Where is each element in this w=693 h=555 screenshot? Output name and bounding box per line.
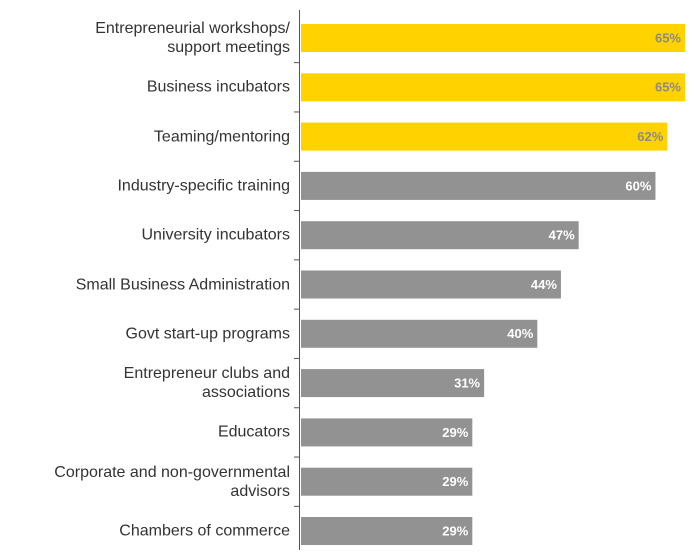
value-label: 44% [531,277,557,292]
bar [301,369,485,398]
category-label: Industry-specific training [117,177,290,195]
bar [301,467,473,496]
category-label: Teaming/mentoring [153,128,290,146]
value-label: 29% [442,523,468,538]
category-label: Entrepreneur clubs and associations [123,365,290,402]
bar [301,122,668,151]
category-label: Business incubators [146,78,290,96]
value-label: 40% [507,326,533,341]
bar [301,319,538,348]
value-label: 31% [454,376,480,391]
value-label: 65% [655,80,681,95]
value-label: 29% [442,474,468,489]
category-label: Entrepreneurial workshops/ support meeti… [95,20,290,56]
value-label: 47% [549,228,575,243]
category-label: Chambers of commerce [119,522,290,540]
category-label: University incubators [141,226,291,244]
bar [301,24,685,52]
category-label: Corporate and non-governmental advisors [54,463,290,500]
value-label: 62% [637,129,663,144]
category-label: Govt start-up programs [125,325,291,343]
value-label: 60% [625,178,651,193]
value-label: 29% [442,425,468,440]
bar [301,517,473,545]
bar [301,418,473,447]
category-label: Small Business Administration [75,276,290,293]
bar [301,221,579,250]
bar [301,171,656,200]
value-label: 65% [655,30,681,45]
category-label: Educators [217,423,290,441]
bar [301,270,561,299]
bar [301,73,685,102]
